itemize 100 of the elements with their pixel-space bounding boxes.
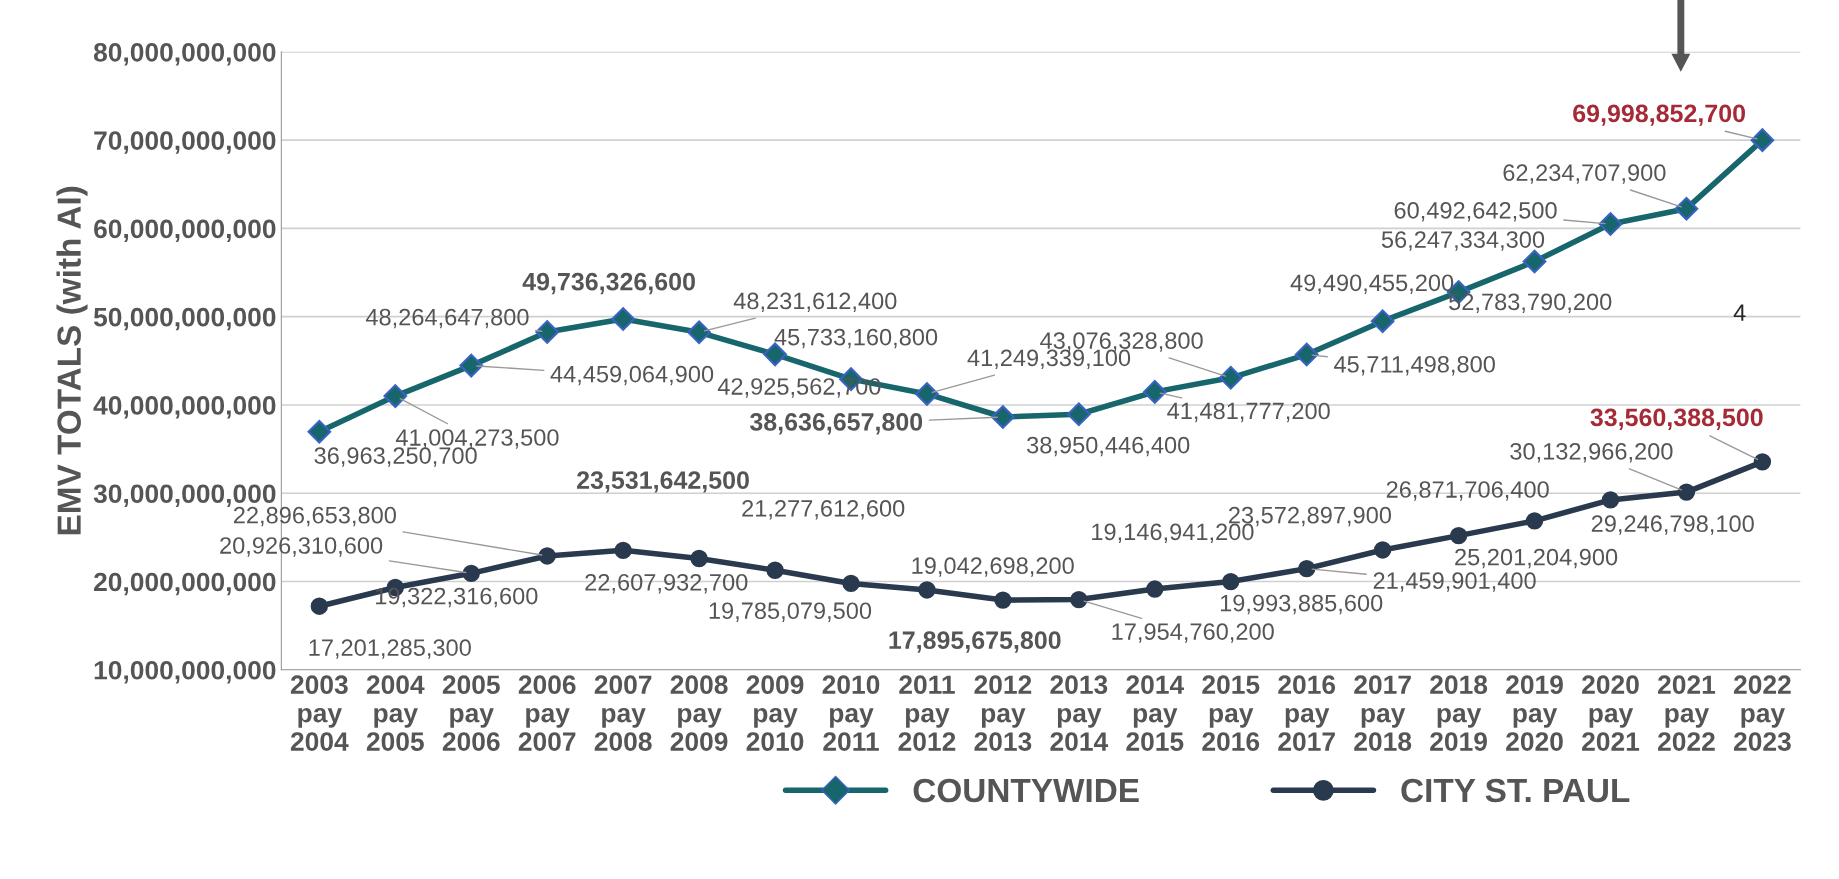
point: [1370, 309, 1395, 334]
point: [1449, 526, 1468, 545]
x-tick-label: 2007 pay 2008: [594, 675, 652, 751]
data-label: 45,733,160,800: [774, 328, 938, 349]
point: [1750, 128, 1775, 152]
y-tick-label: 80,000,000,000: [93, 43, 276, 66]
point: [535, 320, 560, 344]
data-label: 17,954,760,200: [1112, 623, 1274, 643]
y-tick-label: 30,000,000,000: [93, 484, 276, 507]
data-label: 22,607,932,700: [585, 573, 748, 594]
x-tick-label: 2011 pay 2012: [898, 675, 956, 751]
point: [1294, 342, 1319, 367]
data-label: 38,636,657,800: [749, 413, 923, 435]
legend-label: CITY ST. PAUL: [1401, 778, 1630, 803]
point: [310, 597, 329, 615]
annotation: 4: [1733, 304, 1746, 321]
data-label: 17,201,285,300: [309, 639, 471, 659]
point: [1598, 212, 1623, 236]
point: [918, 581, 936, 599]
point: [1525, 512, 1544, 530]
data-label: 21,459,901,400: [1373, 572, 1536, 592]
data-label: 62,234,707,900: [1503, 164, 1666, 184]
point: [1070, 590, 1088, 609]
x-tick-label: 2010 pay 2011: [822, 675, 880, 751]
point: [915, 382, 939, 406]
x-tick-label: 2019 pay 2020: [1506, 675, 1563, 751]
point: [1067, 402, 1091, 427]
y-tick-label: 20,000,000,000: [94, 572, 276, 596]
point: [1601, 491, 1620, 509]
data-label: 49,736,326,600: [522, 272, 695, 295]
y-tick-label: 10,000,000,000: [94, 660, 276, 684]
point: [383, 384, 408, 408]
point: [991, 405, 1015, 429]
x-tick-label: 2016 pay 2017: [1278, 675, 1336, 751]
x-tick-label: 2017 pay 2018: [1354, 675, 1412, 751]
data-label: 56,247,334,300: [1381, 231, 1545, 251]
x-tick-label: 2021 pay 2022: [1658, 675, 1716, 751]
data-label: 41,004,273,500: [395, 429, 559, 449]
point: [1677, 483, 1696, 501]
x-tick-label: 2015 pay 2016: [1202, 675, 1260, 751]
point: [1218, 365, 1243, 390]
point: [1753, 453, 1772, 471]
data-label: 19,785,079,500: [709, 602, 872, 622]
y-tick-label: 50,000,000,000: [93, 307, 276, 331]
data-label: 21,277,612,600: [742, 500, 905, 520]
data-label: 52,783,790,200: [1449, 293, 1612, 313]
x-tick-label: 2009 pay 2010: [746, 675, 804, 751]
x-tick-label: 2018 pay 2019: [1430, 675, 1488, 751]
legend-label: COUNTYWIDE: [913, 778, 1139, 803]
data-label: 60,492,642,500: [1394, 201, 1557, 222]
point: [690, 549, 708, 568]
point: [462, 564, 480, 583]
point: [307, 419, 332, 444]
point: [994, 591, 1012, 609]
point: [1373, 541, 1392, 559]
point: [614, 541, 632, 560]
data-label: 33,560,388,500: [1590, 408, 1763, 430]
x-tick-label: 2006 pay 2007: [518, 675, 576, 751]
point: [1674, 196, 1699, 221]
data-label: 38,950,446,400: [1027, 436, 1190, 457]
data-label: 42,925,562,700: [717, 378, 881, 398]
data-label: 17,895,675,800: [889, 631, 1061, 653]
x-tick-label: 2004 pay 2005: [366, 675, 425, 751]
x-tick-label: 2022 pay 2023: [1733, 675, 1791, 751]
data-label: 23,531,642,500: [577, 471, 749, 493]
data-label: 49,490,455,200: [1290, 274, 1454, 294]
point: [1142, 380, 1167, 404]
x-tick-label: 2013 pay 2014: [1050, 675, 1109, 751]
x-tick-label: 2014 pay 2015: [1126, 675, 1185, 751]
y-tick-label: 70,000,000,000: [94, 131, 276, 154]
data-label: 19,042,698,200: [912, 557, 1074, 577]
data-label: 19,993,885,600: [1220, 594, 1383, 615]
point: [459, 353, 484, 378]
x-tick-label: 2020 pay 2021: [1582, 675, 1640, 751]
x-tick-label: 2008 pay 2009: [670, 675, 728, 751]
point: [1298, 559, 1316, 578]
data-label: 30,132,966,200: [1510, 442, 1673, 463]
point: [1222, 572, 1240, 591]
point: [687, 320, 711, 345]
data-label: 69,998,852,700: [1573, 104, 1745, 126]
y-axis-title: EMV TOTALS (with AI): [56, 186, 88, 535]
y-tick-label: 60,000,000,000: [94, 219, 276, 243]
data-label: 36,963,250,700: [314, 447, 477, 467]
point: [611, 307, 635, 331]
data-label: 48,264,647,800: [365, 308, 529, 329]
data-label: 29,246,798,100: [1591, 515, 1754, 535]
point: [1146, 580, 1164, 598]
x-tick-label: 2003 pay 2004: [290, 675, 349, 751]
point: [842, 574, 860, 593]
point: [1522, 249, 1547, 274]
data-label: 41,481,777,200: [1167, 402, 1330, 423]
data-label: 45,711,498,800: [1334, 355, 1495, 376]
x-tick-label: 2005 pay 2006: [442, 675, 500, 751]
data-label: 26,871,706,400: [1386, 481, 1549, 501]
point: [538, 547, 556, 565]
data-label: 44,459,064,900: [550, 365, 714, 386]
x-tick-label: 2012 pay 2013: [974, 675, 1032, 751]
y-tick-label: 40,000,000,000: [93, 396, 276, 419]
data-label: 48,231,612,400: [733, 292, 897, 313]
point: [766, 561, 784, 579]
